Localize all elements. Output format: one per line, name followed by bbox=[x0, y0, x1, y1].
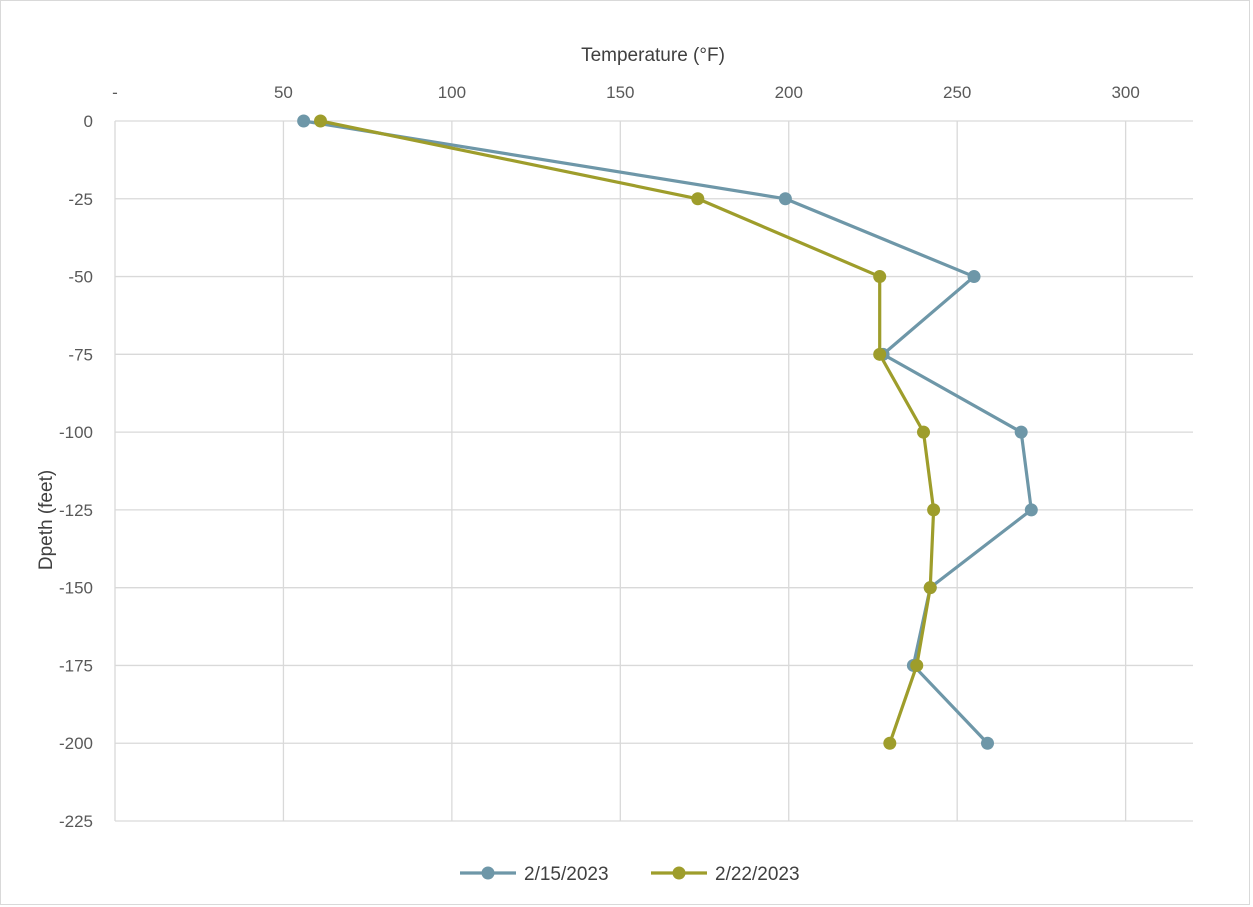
data-point bbox=[923, 581, 937, 595]
data-point bbox=[917, 425, 930, 439]
legend-label: 2/15/2023 bbox=[524, 864, 609, 885]
data-point bbox=[691, 192, 705, 206]
data-point bbox=[297, 114, 311, 128]
series-2 bbox=[313, 114, 941, 750]
data-point bbox=[313, 114, 327, 128]
tick-labels: -50 100 150 200 250 3000-25-50-75-100-125-150… bbox=[59, 83, 1140, 831]
y-tick-label: -50 bbox=[68, 268, 93, 287]
legend-label: 2/22/2023 bbox=[715, 864, 800, 885]
x-tick-label: 300 bbox=[1111, 83, 1139, 102]
y-tick-label: -25 bbox=[68, 190, 93, 209]
legend-swatch-marker bbox=[481, 866, 495, 880]
y-tick-label: -100 bbox=[59, 423, 93, 442]
x-axis-title: Temperature (°F) bbox=[581, 45, 725, 66]
gridlines bbox=[114, 120, 1193, 822]
data-point bbox=[981, 736, 995, 750]
y-tick-label: -125 bbox=[59, 501, 93, 520]
data-point bbox=[873, 347, 887, 361]
y-tick-label: 0 bbox=[84, 112, 93, 131]
y-tick-label: -75 bbox=[68, 345, 93, 364]
legend-swatch-marker bbox=[672, 866, 686, 880]
data-point bbox=[1014, 425, 1028, 439]
data-point bbox=[873, 270, 887, 284]
series-layer bbox=[297, 114, 1038, 750]
y-tick-label: -225 bbox=[59, 812, 93, 831]
x-tick-label: 250 bbox=[943, 83, 971, 102]
data-point bbox=[883, 736, 897, 750]
x-tick-label: 100 bbox=[438, 83, 466, 102]
y-axis-title: Dpeth (feet) bbox=[36, 470, 57, 570]
x-tick-label: 50 bbox=[274, 83, 293, 102]
x-tick-label: - bbox=[112, 83, 118, 102]
data-point bbox=[910, 658, 924, 672]
y-tick-label: -175 bbox=[59, 656, 93, 675]
data-point bbox=[1024, 503, 1038, 517]
x-tick-label: 200 bbox=[775, 83, 803, 102]
y-tick-label: -150 bbox=[59, 579, 93, 598]
data-point bbox=[778, 192, 792, 206]
y-tick-label: -200 bbox=[59, 734, 93, 753]
data-point bbox=[967, 270, 981, 284]
data-point bbox=[927, 503, 941, 517]
x-tick-label: 150 bbox=[606, 83, 634, 102]
legend: 2/15/2023 2/22/2023 bbox=[460, 864, 800, 885]
